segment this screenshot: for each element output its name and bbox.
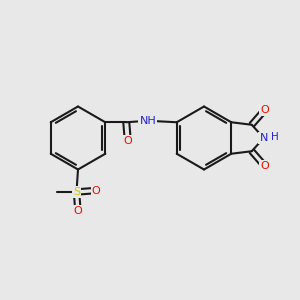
Text: N: N bbox=[260, 133, 268, 143]
Text: NH: NH bbox=[140, 116, 156, 126]
Text: H: H bbox=[271, 131, 279, 142]
Text: O: O bbox=[74, 206, 82, 217]
Text: O: O bbox=[260, 160, 269, 171]
Text: O: O bbox=[92, 185, 100, 196]
Text: S: S bbox=[73, 187, 80, 197]
Text: O: O bbox=[260, 105, 269, 116]
Text: O: O bbox=[123, 136, 132, 146]
